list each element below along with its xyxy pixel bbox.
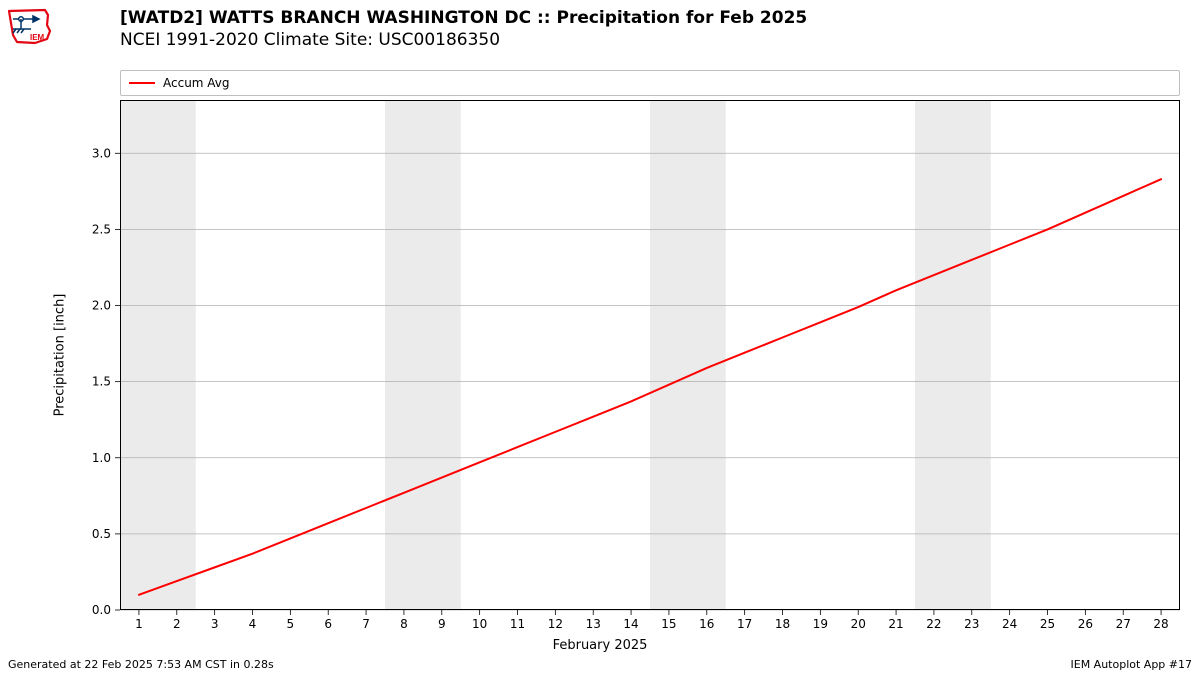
x-tick-label: 24: [1002, 617, 1017, 631]
x-tick-label: 11: [510, 617, 525, 631]
x-tick-label: 20: [851, 617, 866, 631]
chart-title-line2: NCEI 1991-2020 Climate Site: USC00186350: [120, 30, 500, 50]
x-axis-label: February 2025: [0, 638, 1200, 653]
x-tick-label: 9: [438, 617, 446, 631]
x-tick-label: 1: [135, 617, 143, 631]
x-tick-label: 16: [699, 617, 714, 631]
y-tick-label: 1.5: [92, 375, 111, 389]
x-tick-label: 3: [211, 617, 219, 631]
x-tick-label: 7: [362, 617, 370, 631]
x-tick-label: 14: [623, 617, 638, 631]
x-tick-label: 21: [888, 617, 903, 631]
x-tick-label: 27: [1116, 617, 1131, 631]
iem-logo: IEM: [5, 5, 55, 50]
x-tick-label: 17: [737, 617, 752, 631]
chart-svg: 1234567891011121314151617181920212223242…: [120, 100, 1180, 610]
y-axis-label: Precipitation [inch]: [53, 294, 68, 417]
x-tick-label: 28: [1153, 617, 1168, 631]
y-tick-label: 2.0: [92, 299, 111, 313]
x-tick-label: 4: [249, 617, 257, 631]
legend: Accum Avg: [120, 70, 1180, 96]
y-tick-label: 2.5: [92, 222, 111, 236]
page: IEM [WATD2] WATTS BRANCH WASHINGTON DC :…: [0, 0, 1200, 675]
x-tick-label: 8: [400, 617, 408, 631]
x-tick-label: 23: [964, 617, 979, 631]
plot-area: 1234567891011121314151617181920212223242…: [120, 100, 1180, 610]
x-tick-label: 5: [287, 617, 295, 631]
x-tick-label: 22: [926, 617, 941, 631]
x-tick-label: 26: [1078, 617, 1093, 631]
x-tick-label: 25: [1040, 617, 1055, 631]
chart-title-line1: [WATD2] WATTS BRANCH WASHINGTON DC :: Pr…: [120, 8, 807, 28]
y-tick-label: 3.0: [92, 146, 111, 160]
x-tick-label: 19: [813, 617, 828, 631]
y-tick-label: 1.0: [92, 451, 111, 465]
x-tick-label: 13: [586, 617, 601, 631]
legend-swatch: [129, 82, 155, 84]
footer-generated: Generated at 22 Feb 2025 7:53 AM CST in …: [8, 658, 274, 671]
x-tick-label: 2: [173, 617, 181, 631]
x-tick-label: 18: [775, 617, 790, 631]
x-tick-label: 12: [548, 617, 563, 631]
legend-label: Accum Avg: [163, 76, 230, 90]
y-tick-label: 0.5: [92, 527, 111, 541]
x-tick-label: 6: [324, 617, 332, 631]
logo-text: IEM: [30, 33, 45, 42]
x-tick-label: 15: [661, 617, 676, 631]
x-tick-label: 10: [472, 617, 487, 631]
y-tick-label: 0.0: [92, 603, 111, 617]
footer-app: IEM Autoplot App #17: [1071, 658, 1193, 671]
